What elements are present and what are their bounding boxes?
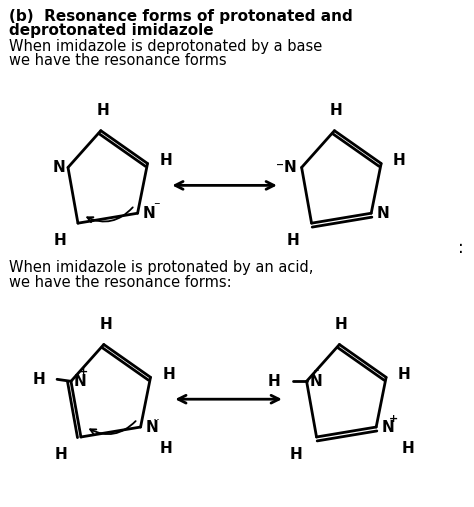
Text: we have the resonance forms:: we have the resonance forms: xyxy=(9,275,232,290)
Text: When imidazole is deprotonated by a base: When imidazole is deprotonated by a base xyxy=(9,39,323,54)
Text: When imidazole is protonated by an acid,: When imidazole is protonated by an acid, xyxy=(9,260,314,275)
Text: +: + xyxy=(79,368,89,377)
Text: H: H xyxy=(160,441,173,456)
Text: we have the resonance forms: we have the resonance forms xyxy=(9,53,227,68)
Text: H: H xyxy=(159,153,172,168)
Text: H: H xyxy=(290,447,302,462)
Text: H: H xyxy=(287,233,300,248)
Text: N: N xyxy=(146,420,158,434)
Text: N: N xyxy=(381,420,394,434)
Text: ··: ·· xyxy=(153,414,161,426)
Text: N: N xyxy=(376,206,389,221)
Text: H: H xyxy=(53,233,66,248)
Text: H: H xyxy=(163,367,175,382)
Text: (b)  Resonance forms of protonated and: (b) Resonance forms of protonated and xyxy=(9,9,353,24)
Text: H: H xyxy=(335,316,348,332)
Text: H: H xyxy=(268,374,281,389)
Text: H: H xyxy=(54,447,67,462)
Text: H: H xyxy=(32,372,45,387)
Text: N: N xyxy=(143,206,155,221)
Text: ⁻N: ⁻N xyxy=(276,160,297,175)
Text: H: H xyxy=(100,316,112,332)
Text: N: N xyxy=(310,374,322,389)
Text: +: + xyxy=(389,414,398,424)
Text: ··: ·· xyxy=(312,365,320,378)
Text: H: H xyxy=(330,103,343,118)
Text: H: H xyxy=(398,367,411,382)
Text: H: H xyxy=(393,153,406,168)
Text: :: : xyxy=(458,239,464,257)
Text: H: H xyxy=(96,103,109,118)
Text: N: N xyxy=(52,160,65,175)
Text: ⁻: ⁻ xyxy=(154,200,160,213)
Text: N: N xyxy=(74,374,87,389)
Text: H: H xyxy=(402,441,415,456)
Text: deprotonated imidazole: deprotonated imidazole xyxy=(9,23,214,38)
